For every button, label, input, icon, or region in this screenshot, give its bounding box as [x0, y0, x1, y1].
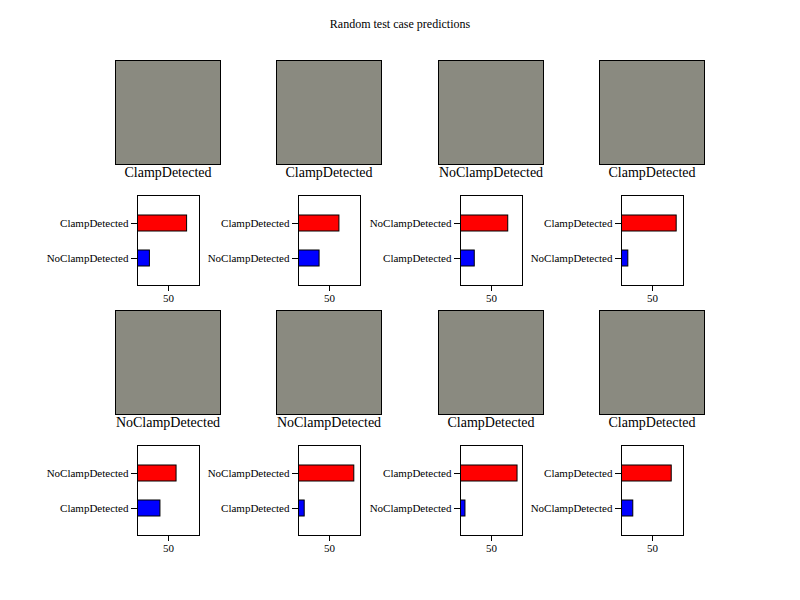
html-text:Random test case predictions: Random test case predictions — [329, 17, 471, 31]
svg-text:50: 50 — [324, 542, 336, 554]
svg-text:NoClampDetected: NoClampDetected — [531, 252, 613, 264]
html-text:ClampDetected: ClampDetected — [124, 165, 212, 180]
html-text:ClampDetected: ClampDetected — [608, 165, 696, 180]
svg-text:NoClampDetected: NoClampDetected — [208, 252, 290, 264]
html-text:ClampDetected: ClampDetected — [608, 415, 696, 430]
html-text:ClampDetected: ClampDetected — [447, 415, 535, 430]
svg-text:50: 50 — [486, 292, 498, 304]
svg-text:ClampDetected: ClampDetected — [544, 467, 613, 479]
html-text:NoClampDetected: NoClampDetected — [276, 415, 382, 430]
svg-text:50: 50 — [647, 542, 659, 554]
svg-text:ClampDetected: ClampDetected — [221, 502, 290, 514]
svg-text:ClampDetected: ClampDetected — [383, 467, 452, 479]
svg-text:50: 50 — [324, 292, 336, 304]
html-text:NoClampDetected: NoClampDetected — [115, 415, 221, 430]
svg-text:NoClampDetected: NoClampDetected — [47, 467, 129, 479]
svg-text:ClampDetected: ClampDetected — [60, 217, 129, 229]
svg-text:ClampDetected: ClampDetected — [383, 252, 452, 264]
svg-text:ClampDetected: ClampDetected — [221, 217, 290, 229]
svg-text:50: 50 — [163, 542, 175, 554]
svg-text:50: 50 — [647, 292, 659, 304]
svg-text:ClampDetected: ClampDetected — [544, 217, 613, 229]
svg-text:NoClampDetected: NoClampDetected — [531, 502, 613, 514]
html-text:ClampDetected: ClampDetected — [285, 165, 373, 180]
svg-text:NoClampDetected: NoClampDetected — [370, 217, 452, 229]
svg-text:50: 50 — [486, 542, 498, 554]
html-text:NoClampDetected: NoClampDetected — [438, 165, 544, 180]
svg-text:ClampDetected: ClampDetected — [60, 502, 129, 514]
svg-text:NoClampDetected: NoClampDetected — [208, 467, 290, 479]
svg-text:50: 50 — [163, 292, 175, 304]
svg-text:NoClampDetected: NoClampDetected — [47, 252, 129, 264]
svg-text:NoClampDetected: NoClampDetected — [370, 502, 452, 514]
